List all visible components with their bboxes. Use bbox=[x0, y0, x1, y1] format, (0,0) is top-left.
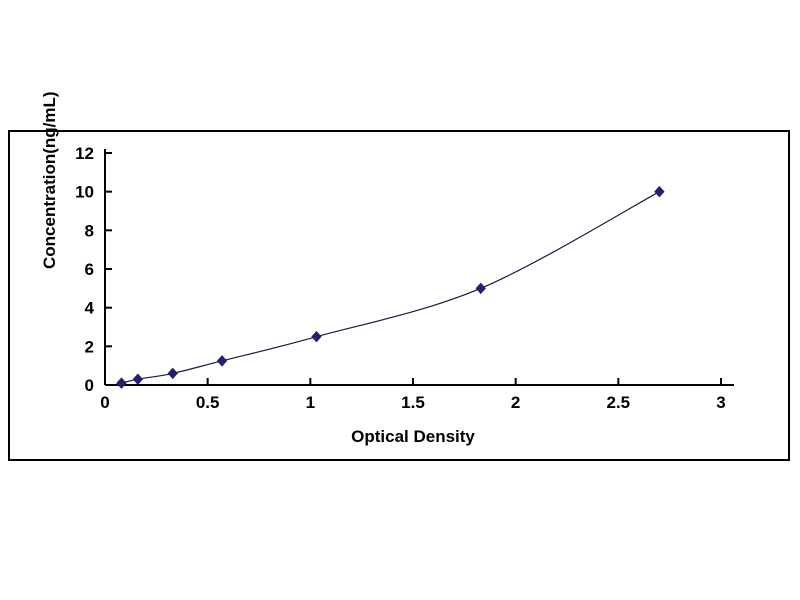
y-tick-label: 4 bbox=[85, 299, 95, 318]
y-tick-label: 12 bbox=[75, 144, 94, 163]
data-point-marker bbox=[116, 377, 127, 389]
data-point-marker bbox=[654, 185, 665, 198]
y-tick-label: 6 bbox=[85, 260, 94, 279]
y-tick-label: 2 bbox=[85, 337, 94, 356]
axes-layer: 0 0.5 1 1.5 2 2.5 3 0 2 4 6 8 10 12 bbox=[75, 144, 734, 412]
data-point-marker bbox=[216, 355, 228, 367]
x-tick-label: 2 bbox=[511, 393, 520, 412]
data-point-marker bbox=[475, 282, 486, 295]
x-tick-label: 0.5 bbox=[196, 393, 220, 412]
standard-curve-plot: 0 0.5 1 1.5 2 2.5 3 0 2 4 6 8 10 12 bbox=[75, 144, 734, 412]
x-tick-label: 2.5 bbox=[607, 393, 631, 412]
data-point-marker bbox=[132, 373, 144, 385]
x-axis-label: Optical Density bbox=[351, 427, 475, 446]
data-point-marker bbox=[167, 367, 178, 380]
x-tick-label: 1.5 bbox=[401, 393, 425, 412]
y-tick-label: 10 bbox=[75, 183, 94, 202]
chart-frame: 0 0.5 1 1.5 2 2.5 3 0 2 4 6 8 10 12 Concentration(ng/… bbox=[8, 91, 790, 461]
data-series-layer bbox=[116, 185, 665, 389]
curve-line bbox=[121, 191, 660, 384]
x-tick-label: 1 bbox=[306, 393, 315, 412]
y-tick-label: 8 bbox=[85, 221, 94, 240]
x-tick-label: 0 bbox=[100, 393, 109, 412]
x-tick-label: 3 bbox=[716, 393, 725, 412]
data-point-marker bbox=[311, 330, 322, 343]
y-axis-label: Concentration(ng/mL) bbox=[40, 91, 59, 269]
y-tick-label: 0 bbox=[85, 376, 94, 395]
